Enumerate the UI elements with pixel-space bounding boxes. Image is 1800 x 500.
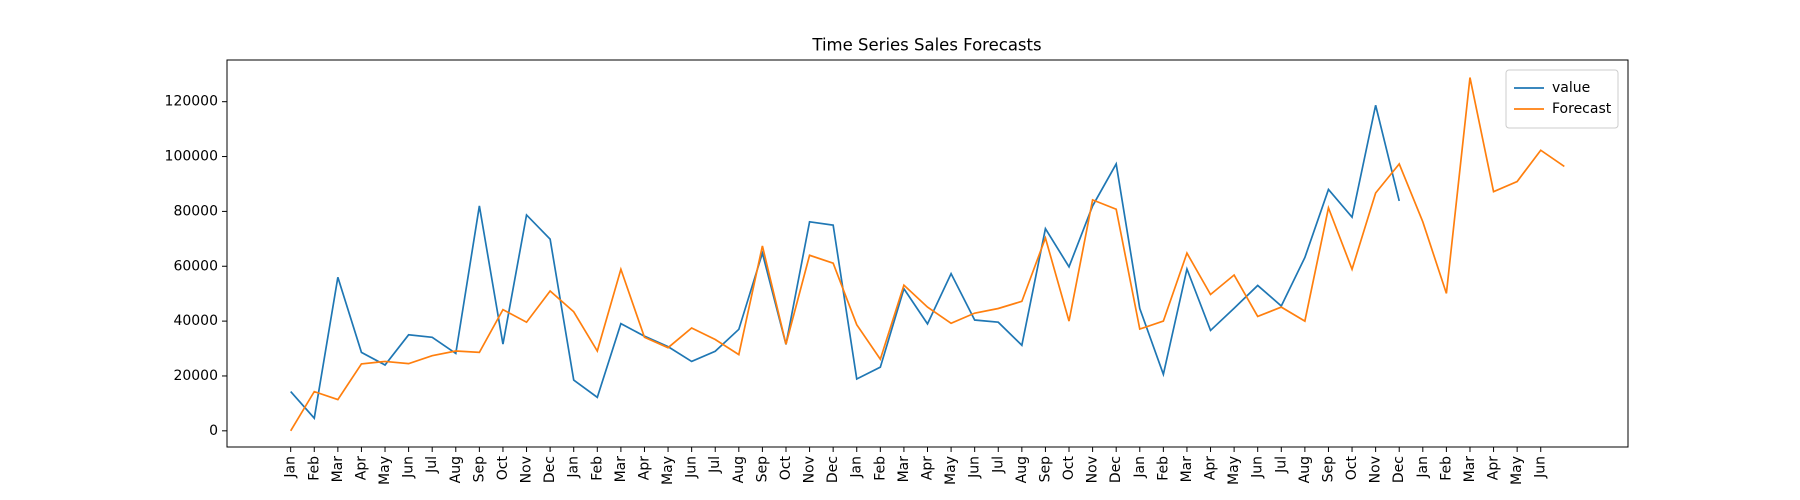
x-tick-label: Sep bbox=[1037, 456, 1053, 483]
x-tick-label: Nov bbox=[1368, 456, 1384, 483]
x-tick-label: Jul bbox=[707, 456, 723, 474]
legend-label: value bbox=[1552, 80, 1590, 96]
x-tick-label: Apr bbox=[353, 456, 369, 480]
x-tick-label: Apr bbox=[920, 456, 936, 480]
x-tick-label: May bbox=[377, 456, 393, 485]
x-tick-label: Feb bbox=[872, 456, 888, 481]
legend-label: Forecast bbox=[1552, 101, 1612, 117]
x-tick-label: Oct bbox=[1344, 456, 1360, 481]
x-tick-label: Sep bbox=[1320, 456, 1336, 483]
x-tick-label: Jan bbox=[1415, 456, 1431, 479]
x-tick-label: Aug bbox=[448, 456, 464, 483]
x-tick-label: Feb bbox=[1155, 456, 1171, 481]
x-tick-label: Sep bbox=[754, 456, 770, 483]
x-tick-label: Nov bbox=[1085, 456, 1101, 483]
x-tick-label: Mar bbox=[1462, 456, 1478, 483]
x-tick-label: Jun bbox=[1533, 456, 1549, 479]
x-tick-label: Aug bbox=[731, 456, 747, 483]
legend-box bbox=[1505, 69, 1619, 129]
x-tick-label: Feb bbox=[589, 456, 605, 481]
x-tick-label: Oct bbox=[495, 456, 511, 481]
x-tick-label: Aug bbox=[1297, 456, 1313, 483]
x-tick-label: Dec bbox=[542, 456, 558, 483]
x-tick-label: Apr bbox=[1486, 456, 1502, 480]
y-tick-label: 80000 bbox=[173, 203, 218, 219]
x-tick-label: Apr bbox=[1203, 456, 1219, 480]
x-tick-label: Mar bbox=[330, 456, 346, 483]
x-tick-label: May bbox=[1226, 456, 1242, 485]
plot-frame bbox=[226, 59, 1629, 448]
x-tick-label: Feb bbox=[306, 456, 322, 481]
chart-title: Time Series Sales Forecasts bbox=[811, 36, 1041, 55]
x-tick-label: Sep bbox=[471, 456, 487, 483]
x-tick-label: Jul bbox=[990, 456, 1006, 474]
x-tick-label: Jan bbox=[1132, 456, 1148, 479]
x-tick-label: Dec bbox=[1108, 456, 1124, 483]
x-tick-label: May bbox=[1509, 456, 1525, 485]
x-tick-label: Jun bbox=[684, 456, 700, 479]
x-tick-label: Nov bbox=[802, 456, 818, 483]
x-tick-label: May bbox=[943, 456, 959, 485]
x-tick-label: Jan bbox=[849, 456, 865, 479]
line-series bbox=[289, 77, 1565, 432]
x-tick-label: Mar bbox=[613, 456, 629, 483]
x-tick-label: Jun bbox=[1250, 456, 1266, 479]
x-tick-label: Jan bbox=[566, 456, 582, 479]
y-tick-label: 20000 bbox=[173, 368, 218, 384]
y-tick-label: 100000 bbox=[165, 149, 218, 165]
x-tick-label: Apr bbox=[636, 456, 652, 480]
x-tick-label: Mar bbox=[1179, 456, 1195, 483]
x-tick-label: Dec bbox=[825, 456, 841, 483]
y-tick-label: 40000 bbox=[173, 313, 218, 329]
x-tick-label: May bbox=[660, 456, 676, 485]
x-tick-label: Aug bbox=[1014, 456, 1030, 483]
y-tick-label: 120000 bbox=[165, 94, 218, 110]
legend: value Forecast bbox=[1505, 69, 1619, 129]
y-tick-label: 0 bbox=[209, 423, 218, 439]
line-series bbox=[290, 105, 1401, 421]
x-tick-label: Jan bbox=[283, 456, 299, 479]
y-tick-label: 60000 bbox=[173, 258, 218, 274]
x-tick-label: Oct bbox=[1061, 456, 1077, 481]
x-tick-label: Nov bbox=[519, 456, 535, 483]
x-tick-label: Jun bbox=[967, 456, 983, 479]
x-tick-label: Feb bbox=[1438, 456, 1454, 481]
x-tick-label: Jul bbox=[1273, 456, 1289, 474]
x-tick-label: Mar bbox=[896, 456, 912, 483]
x-tick-label: Oct bbox=[778, 456, 794, 481]
x-tick-label: Dec bbox=[1391, 456, 1407, 483]
x-tick-label: Jun bbox=[401, 456, 417, 479]
x-tick-label: Jul bbox=[424, 456, 440, 474]
